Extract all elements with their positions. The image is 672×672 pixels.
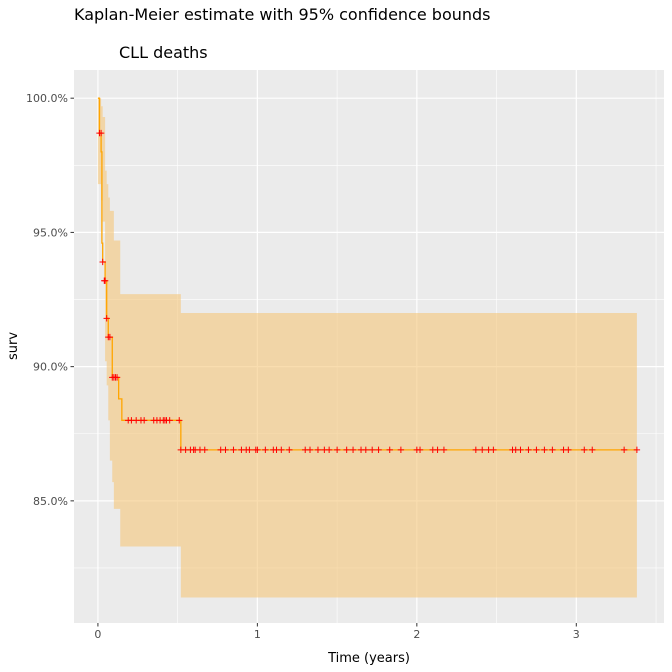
y-tick-label: 100.0% bbox=[26, 92, 68, 105]
censor-mark bbox=[472, 446, 480, 454]
censor-mark bbox=[314, 446, 322, 454]
censor-mark bbox=[541, 446, 548, 454]
censor-mark bbox=[254, 446, 261, 454]
censor-mark bbox=[620, 446, 628, 454]
survival-curve bbox=[97, 97, 637, 451]
censor-mark bbox=[525, 446, 532, 454]
censor-mark bbox=[278, 446, 285, 454]
censor-mark bbox=[140, 417, 148, 424]
x-tick-label: 1 bbox=[254, 628, 261, 641]
censor-mark bbox=[201, 446, 208, 454]
censor-mark bbox=[97, 129, 105, 137]
censor-mark bbox=[416, 446, 424, 454]
y-tick-label: 95.0% bbox=[33, 226, 68, 239]
censor-mark bbox=[397, 446, 405, 454]
y-axis-ticks: 85.0% 90.0% 95.0% 100.0% bbox=[26, 92, 74, 508]
y-tick-label: 85.0% bbox=[33, 495, 68, 508]
censor-mark bbox=[386, 446, 393, 454]
censor-mark bbox=[246, 446, 253, 454]
censor-mark bbox=[490, 446, 497, 454]
x-tick-label: 0 bbox=[94, 628, 101, 641]
censor-mark bbox=[325, 446, 333, 454]
censor-mark bbox=[286, 446, 293, 454]
x-tick-label: 2 bbox=[413, 628, 420, 641]
censor-mark bbox=[222, 446, 229, 454]
confidence-band-area bbox=[97, 98, 637, 598]
censor-mark bbox=[230, 446, 237, 454]
confidence-band bbox=[97, 98, 637, 598]
censor-mark bbox=[565, 446, 572, 454]
survival-step-line bbox=[97, 97, 637, 451]
censor-mark bbox=[103, 315, 110, 322]
censor-mark bbox=[101, 277, 109, 284]
censor-mark bbox=[581, 446, 588, 454]
censor-mark bbox=[517, 446, 524, 454]
censor-mark bbox=[434, 446, 441, 454]
censor-mark bbox=[176, 417, 183, 424]
x-axis-ticks: 0 1 2 3 bbox=[94, 623, 580, 641]
censor-mark bbox=[166, 417, 173, 424]
censor-mark bbox=[362, 446, 370, 454]
censor-mark bbox=[262, 446, 269, 454]
censor-mark bbox=[99, 258, 106, 266]
censor-mark bbox=[306, 446, 314, 454]
censor-mark bbox=[349, 446, 357, 454]
y-tick-label: 90.0% bbox=[33, 361, 68, 374]
censor-mark bbox=[549, 446, 556, 454]
censor-mark bbox=[479, 446, 486, 454]
censor-mark bbox=[440, 446, 448, 454]
censor-marks bbox=[96, 129, 641, 454]
censor-mark bbox=[368, 446, 376, 454]
censor-mark bbox=[343, 446, 350, 454]
censor-mark bbox=[633, 446, 641, 454]
chart-subtitle: CLL deaths bbox=[119, 43, 208, 62]
x-axis-title: Time (years) bbox=[327, 651, 410, 666]
censor-mark bbox=[113, 374, 121, 381]
chart-title: Kaplan-Meier estimate with 95% confidenc… bbox=[74, 5, 491, 24]
censor-mark bbox=[589, 446, 596, 454]
censor-mark bbox=[333, 446, 341, 454]
censor-mark bbox=[106, 333, 114, 341]
x-tick-label: 3 bbox=[573, 628, 580, 641]
y-axis-title: surv bbox=[6, 332, 21, 360]
censor-mark bbox=[533, 446, 540, 454]
censor-mark bbox=[375, 446, 382, 454]
